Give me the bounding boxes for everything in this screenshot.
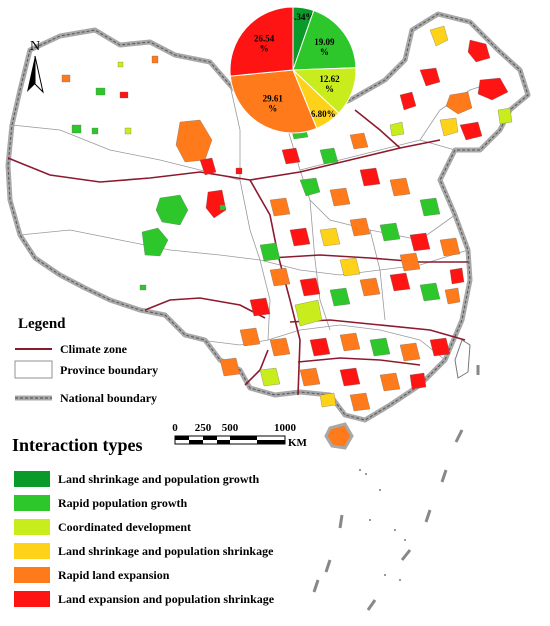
pie-slice-5 xyxy=(229,6,294,77)
interaction-swatch-3 xyxy=(14,543,50,559)
pie-label-1: 19.09% xyxy=(314,37,335,57)
pie-slice-1 xyxy=(292,9,357,71)
pie-label-4: 29.61% xyxy=(263,93,284,113)
scale-bar: 0 250 500 1000 KM xyxy=(172,422,307,449)
scale-tick-1000: 1000 xyxy=(274,422,297,434)
legend-province-boundary: Province boundary xyxy=(60,363,158,377)
interaction-title: Interaction types xyxy=(12,435,142,455)
province-boundary-symbol xyxy=(14,360,53,379)
legend-climate-zone: Climate zone xyxy=(60,342,128,356)
county-patches xyxy=(61,25,513,412)
interaction-swatch-1 xyxy=(14,495,50,511)
pie-chart: 5.34% 19.09 % 12.62 % 6.80% 29.61 % 26.54% xyxy=(229,6,357,134)
scale-tick-0: 0 xyxy=(172,422,178,434)
south-china-sea-boundary xyxy=(312,365,480,611)
interaction-label-2: Coordinated development xyxy=(58,520,191,534)
south-sea-islands xyxy=(359,469,406,581)
pie-label-0: 5.34% xyxy=(290,12,315,22)
interaction-types-legend: Interaction types Land shrinkage and pop… xyxy=(12,435,275,607)
interaction-label-3: Land shrinkage and population shrinkage xyxy=(58,544,274,558)
taiwan-island xyxy=(454,339,471,379)
pie-label-2: 12.62% xyxy=(319,74,340,94)
legend-national-boundary: National boundary xyxy=(60,391,157,405)
hainan-island xyxy=(324,422,354,450)
north-arrow-icon xyxy=(27,56,35,92)
pie-label-3: 6.80% xyxy=(311,109,336,119)
pie-label-5: 26.54% xyxy=(254,34,275,54)
interaction-swatch-0 xyxy=(14,471,50,487)
pie-slice-4 xyxy=(229,69,318,134)
interaction-label-4: Rapid land expansion xyxy=(58,568,170,582)
interaction-label-5: Land expansion and population shrinkage xyxy=(58,592,275,606)
interaction-label-0: Land shrinkage and population growth xyxy=(58,472,260,486)
interaction-swatch-2 xyxy=(14,519,50,535)
scale-tick-250: 250 xyxy=(195,422,212,434)
interaction-swatch-5 xyxy=(14,591,50,607)
legend-title: Legend xyxy=(18,316,66,332)
scale-tick-500: 500 xyxy=(222,422,239,434)
north-arrow: N xyxy=(27,39,44,94)
interaction-label-1: Rapid population growth xyxy=(58,496,187,510)
north-label: N xyxy=(30,39,40,54)
scale-unit: KM xyxy=(288,437,308,449)
interaction-swatch-4 xyxy=(14,567,50,583)
legend: Legend Climate zone Province boundary Na… xyxy=(14,316,158,405)
